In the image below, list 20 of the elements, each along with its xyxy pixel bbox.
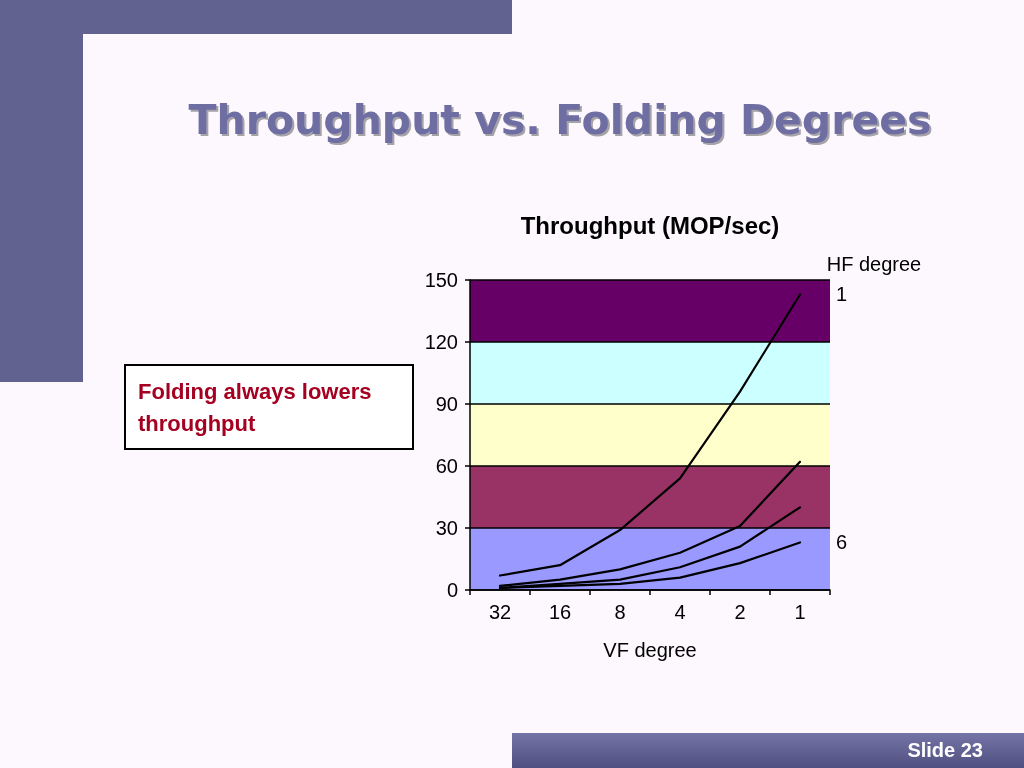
y-tick-label: 0	[446, 579, 458, 601]
y-tick-label: 90	[435, 393, 458, 415]
series-label: 1	[836, 283, 848, 306]
x-tick-label: 32	[488, 601, 512, 623]
y-tick-label: 30	[435, 517, 458, 539]
x-axis-title: VF degree	[603, 639, 697, 661]
y-tick-label: 60	[435, 455, 458, 477]
legend-title: HF degree	[826, 253, 922, 275]
x-tick-label: 16	[548, 601, 572, 623]
text: Slide 23	[907, 739, 983, 761]
y-tick-label: 150	[424, 269, 458, 291]
chart-subtitle: Throughput (MOP/sec)	[520, 211, 780, 239]
x-tick-label: 4	[674, 601, 686, 623]
series-label: 6	[836, 531, 848, 554]
text: Folding always lowers throughput	[138, 378, 372, 436]
x-tick-label: 8	[614, 601, 626, 623]
x-tick-label: 1	[794, 601, 806, 623]
y-tick-label: 120	[424, 331, 458, 353]
chart-title: Throughput vs. Folding Degrees	[188, 96, 932, 144]
x-tick-label: 2	[734, 601, 746, 623]
